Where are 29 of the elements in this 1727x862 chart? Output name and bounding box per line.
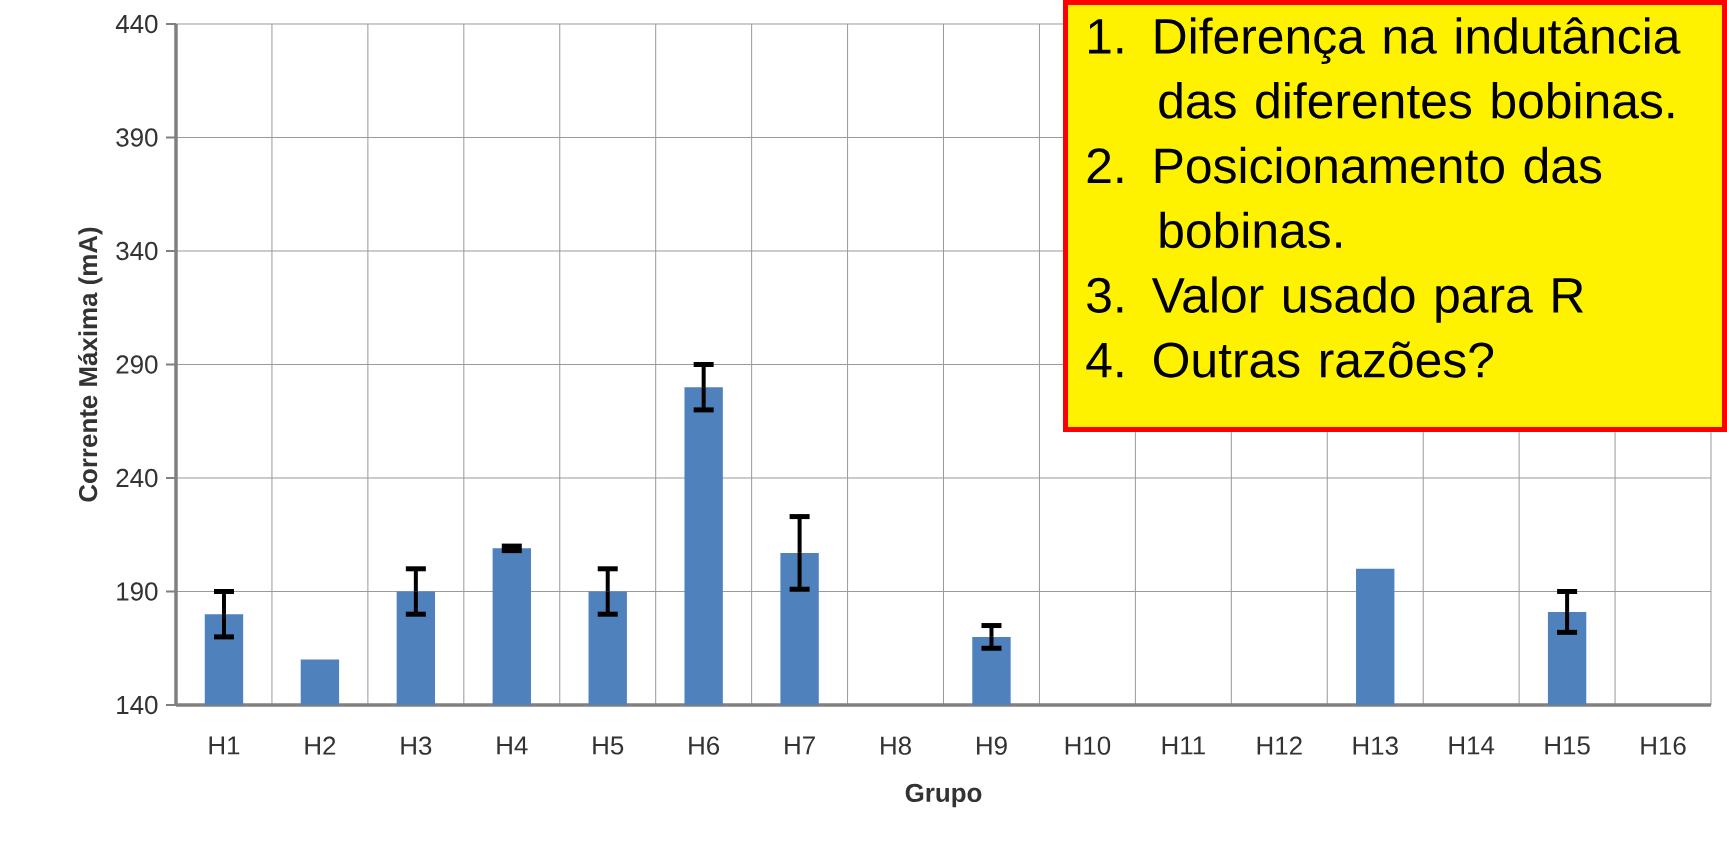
x-tick-label: H11 — [1162, 736, 1205, 755]
y-tick-label: 290 — [116, 355, 158, 374]
x-tick-label: H16 — [1641, 736, 1686, 755]
x-tick-label: H9 — [977, 736, 1007, 755]
x-tick-label: H10 — [1065, 736, 1111, 755]
x-tick-label: H15 — [1545, 736, 1590, 755]
x-tick-label: H4 — [497, 736, 528, 755]
y-tick-label: 190 — [117, 582, 158, 601]
x-axis-title: Grupo — [905, 783, 982, 808]
x-tick-label: H7 — [785, 736, 815, 755]
y-axis-title: Corrente Máxima (mA) — [78, 227, 103, 502]
annotation: 2. Posicionamento das bobinas. — [1087, 146, 1602, 249]
y-tick-label: 390 — [116, 128, 158, 147]
x-tick-label: H2 — [305, 736, 336, 755]
x-tick-label: H1 — [209, 736, 240, 755]
x-tick-label: H14 — [1449, 736, 1495, 755]
x-tick-label: H6 — [689, 736, 720, 755]
annotation: 1. Diferença na indutância das diferentes bobinas. — [1089, 17, 1681, 119]
annotation: 3. Valor usado para R — [1087, 276, 1584, 323]
y-tick-label: 440 — [115, 14, 158, 34]
y-tick-label: 140 — [117, 695, 158, 715]
annotation: 4. Outras razões? — [1086, 341, 1494, 378]
y-tick-label: 340 — [116, 241, 158, 261]
x-tick-label: H12 — [1257, 736, 1302, 755]
y-tick-label: 240 — [116, 468, 158, 488]
x-tick-label: H5 — [593, 736, 624, 755]
x-tick-label: H8 — [881, 736, 911, 755]
x-tick-label: H13 — [1353, 736, 1398, 755]
x-tick-label: H3 — [401, 736, 432, 755]
